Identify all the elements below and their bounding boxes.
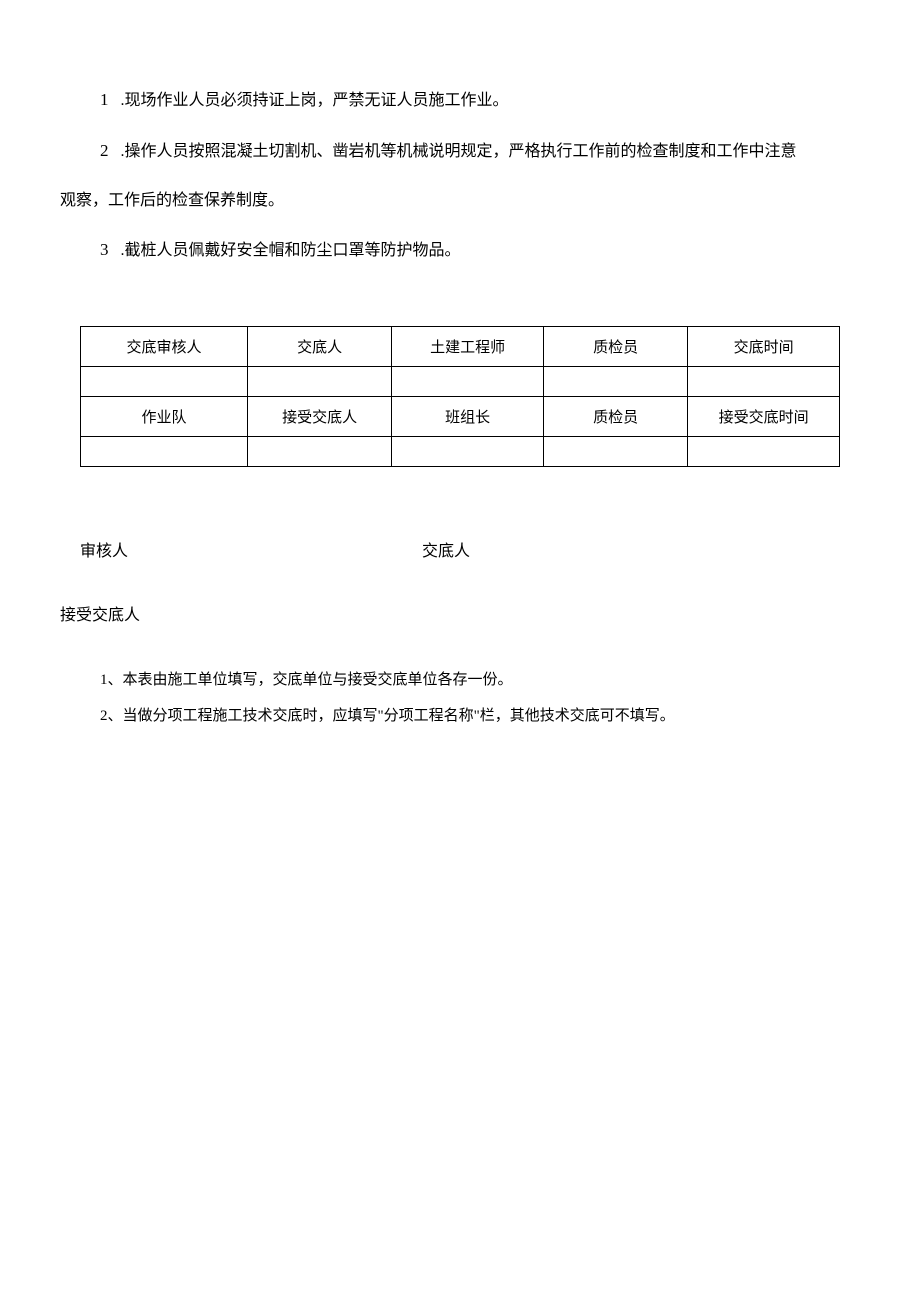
table-row [81, 367, 840, 397]
list-text-2: .操作人员按照混凝土切割机、凿岩机等机械说明规定，严格执行工作前的检查制度和工作… [121, 143, 797, 160]
table-cell: 质检员 [543, 397, 687, 437]
notes-section: 1、本表由施工单位填写，交底单位与接受交底单位各存一份。 2、当做分项工程施工技… [100, 665, 860, 731]
list-item-2: 2 .操作人员按照混凝土切割机、凿岩机等机械说明规定，严格执行工作前的检查制度和… [60, 136, 860, 167]
list-item-3: 3 .截桩人员佩戴好安全帽和防尘口罩等防护物品。 [60, 235, 860, 266]
table-cell: 作业队 [81, 397, 248, 437]
list-num-3: 3 [100, 240, 109, 259]
table-cell [81, 367, 248, 397]
table-row: 交底审核人 交底人 土建工程师 质检员 交底时间 [81, 327, 840, 367]
table-cell [392, 367, 544, 397]
list-num-2: 2 [100, 141, 109, 160]
table-cell: 交底人 [247, 327, 391, 367]
table-cell: 土建工程师 [392, 327, 544, 367]
note-2: 2、当做分项工程施工技术交底时，应填写"分项工程名称"栏，其他技术交底可不填写。 [100, 701, 860, 731]
receiver-label: 接受交底人 [60, 607, 140, 624]
table-cell: 接受交底人 [247, 397, 391, 437]
table-cell: 交底审核人 [81, 327, 248, 367]
table-cell [247, 367, 391, 397]
table-row: 作业队 接受交底人 班组长 质检员 接受交底时间 [81, 397, 840, 437]
table-cell [688, 367, 840, 397]
list-text-2-cont: 观察，工作后的检查保养制度。 [60, 192, 284, 209]
list-text-3: .截桩人员佩戴好安全帽和防尘口罩等防护物品。 [121, 242, 461, 259]
table-cell: 接受交底时间 [688, 397, 840, 437]
list-num-1: 1 [100, 90, 109, 109]
list-item-2-cont: 观察，工作后的检查保养制度。 [60, 187, 860, 216]
list-text-1: .现场作业人员必须持证上岗，严禁无证人员施工作业。 [121, 92, 509, 109]
list-item-1: 1 .现场作业人员必须持证上岗，严禁无证人员施工作业。 [60, 85, 860, 116]
table-cell [543, 437, 687, 467]
note-1: 1、本表由施工单位填写，交底单位与接受交底单位各存一份。 [100, 665, 860, 695]
signature-line-2: 接受交底人 [60, 601, 860, 625]
table-cell [392, 437, 544, 467]
table-cell [81, 437, 248, 467]
signature-table: 交底审核人 交底人 土建工程师 质检员 交底时间 作业队 接受交底人 班组长 质… [80, 326, 840, 467]
table-cell: 质检员 [543, 327, 687, 367]
table-cell [247, 437, 391, 467]
reviewer-label: 审核人 [80, 537, 128, 561]
signature-line-1: 审核人 交底人 [80, 537, 860, 561]
table-row [81, 437, 840, 467]
table-cell [543, 367, 687, 397]
table-cell: 交底时间 [688, 327, 840, 367]
signature-section: 审核人 交底人 接受交底人 [80, 537, 860, 625]
disclose-label: 交底人 [422, 537, 470, 561]
signature-table-container: 交底审核人 交底人 土建工程师 质检员 交底时间 作业队 接受交底人 班组长 质… [80, 326, 840, 467]
table-cell [688, 437, 840, 467]
table-cell: 班组长 [392, 397, 544, 437]
